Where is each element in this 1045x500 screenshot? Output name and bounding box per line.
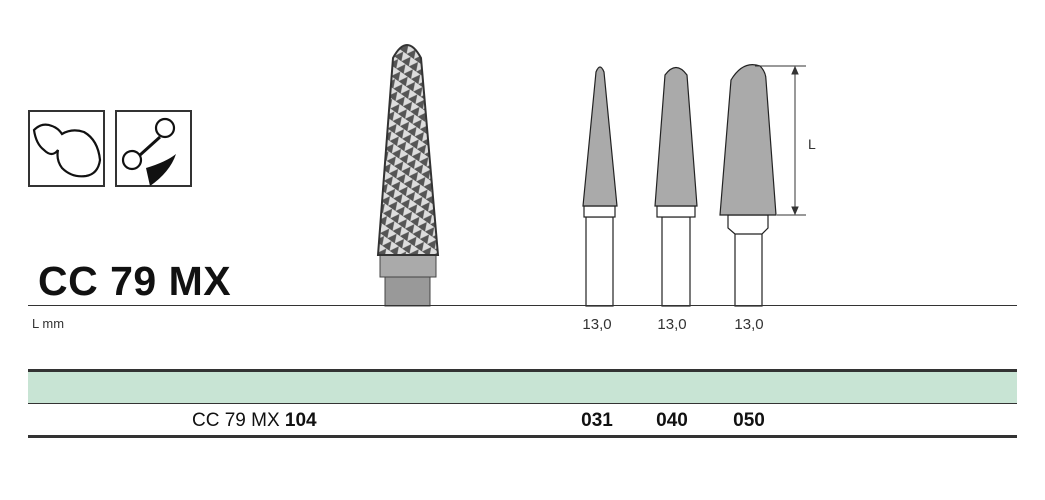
length-value: 13,0	[734, 316, 764, 333]
bur-photo	[376, 44, 440, 307]
table-header-band	[28, 372, 1017, 403]
table-bottom-rule	[28, 435, 1017, 438]
divider	[28, 305, 1017, 306]
dimension-label: L	[808, 136, 816, 152]
length-dimension	[755, 65, 806, 216]
bur-031	[582, 66, 618, 307]
tooth-crown-icon	[28, 110, 105, 187]
length-label: L mm	[32, 316, 65, 331]
order-number: CC 79 MX 104	[192, 410, 317, 432]
size-code: 031	[581, 410, 613, 431]
bur-040	[654, 66, 698, 307]
bur-050	[719, 64, 777, 307]
length-value: 13,0	[582, 316, 612, 333]
table-top-rule	[28, 369, 1017, 372]
product-title: CC 79 MX	[38, 258, 232, 304]
divider	[28, 403, 1017, 404]
order-shank: 104	[284, 410, 317, 431]
size-code: 040	[656, 410, 688, 431]
order-prefix: CC 79 MX	[192, 410, 280, 431]
orthodontic-wire-icon	[115, 110, 192, 187]
size-code: 050	[733, 410, 765, 431]
length-value: 13,0	[657, 316, 687, 333]
